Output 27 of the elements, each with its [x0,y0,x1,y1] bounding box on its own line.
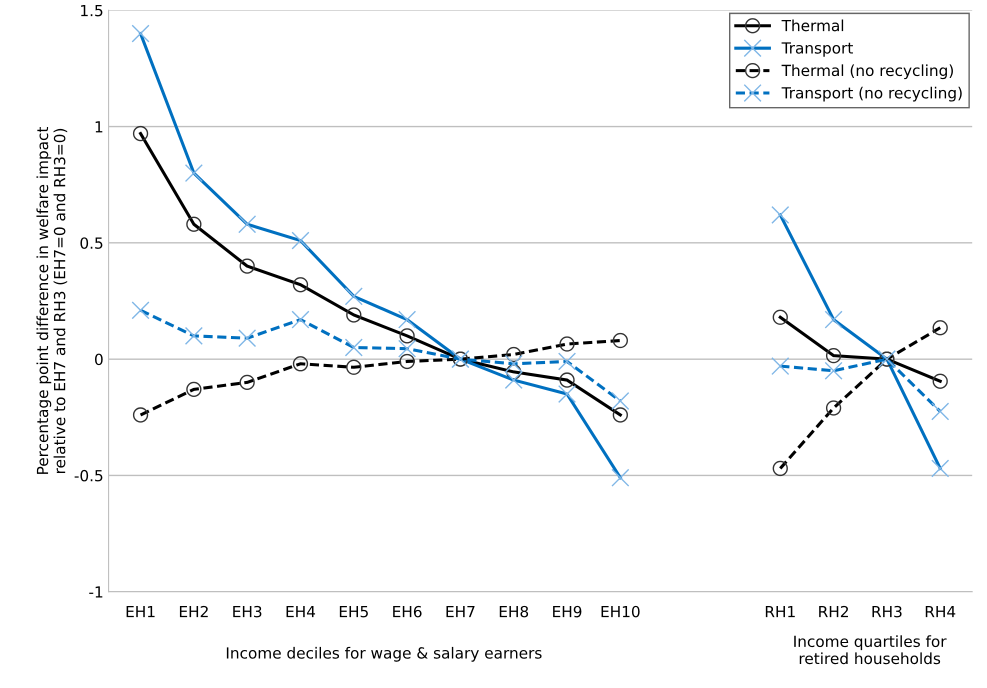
y-tick-label: 1.5 [81,4,102,16]
y-tick-label: 0.5 [80,237,102,249]
x-tick-label: RH4 [926,606,956,618]
legend-label: Thermal [782,19,844,32]
y-tick-label: -0.5 [74,470,102,482]
x-tick-label: EH5 [340,606,368,618]
text: Income quartiles for retired households [794,635,947,664]
x-tick-label: EH3 [233,606,262,618]
x-tick-label: EH2 [180,606,208,618]
y-axis-title: Percentage point difference in welfare impact relative to EH7 and RH3 (EH7=0 and RH3=0) [36,126,68,474]
x-tick-label: EH8 [500,606,528,618]
x-tick-label: RH2 [819,606,848,618]
x-axis-title: Income deciles for wage & salary earners [226,646,542,662]
y-tick-label: 0 [94,354,103,366]
x-tick-label: EH4 [286,606,316,618]
x-tick-label: EH10 [602,606,640,618]
y-tick-label: 1 [96,121,102,132]
legend-label: Transport (no recycling) [782,86,962,102]
x-tick-label: RH1 [766,606,795,618]
legend-label: Transport [782,42,853,57]
legend-label: Thermal (no recycling) [782,64,953,80]
x-tick-label: EH7 [446,606,475,618]
y-tick-label: -1 [89,586,102,598]
x-tick-label: RH3 [872,606,902,618]
x-tick-label: EH1 [126,606,155,618]
x-tick-label: EH9 [553,606,582,618]
x-tick-label: EH6 [393,606,422,618]
